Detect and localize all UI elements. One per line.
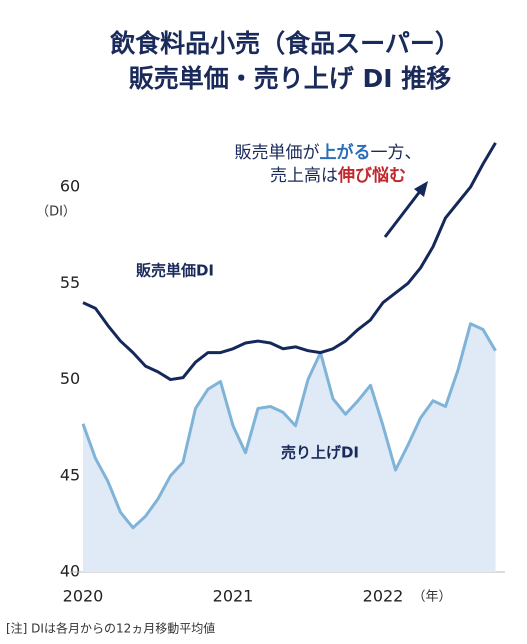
line [81,322,497,530]
x-tick-label: 2020 [63,587,104,606]
arrow-head [414,181,428,197]
x-unit: （年） [412,590,451,605]
y-tick-label: 40 [60,562,80,581]
y-tick-label: 45 [60,465,80,484]
annotation-part: 伸び悩む [337,165,406,186]
title-line: 飲食料品小売（食品スーパー） [109,29,460,58]
series-label: 売り上げDI [281,444,359,462]
annotation-part: 一方、 [371,143,422,163]
annotation: 販売単価が上がる一方、 [235,142,422,163]
annotation: 売上高は伸び悩む [270,165,406,186]
annotation-part: 上がる [320,142,371,163]
x-tick-label: 2022 [363,587,404,606]
area [83,323,496,572]
y-tick-label: 60 [60,177,80,196]
y-tick-label: 55 [60,273,80,292]
series-label: 販売単価DI [136,262,214,280]
title: 飲食料品小売（食品スーパー） 販売単価・売り上げ DI 推移 [109,29,460,93]
annotation-part: 販売単価が [235,143,320,163]
arrow-shaft [383,189,423,238]
title-line: 販売単価・売り上げ DI 推移 [129,64,451,93]
y-tick-label: 50 [60,369,80,388]
footnote: [注] DIは各月からの12ヵ月移動平均値 [6,621,215,636]
y-unit: （DI） [36,205,76,220]
annotation-part: 売上高は [270,166,338,186]
x-tick-label: 2021 [213,587,254,606]
line [82,142,497,382]
